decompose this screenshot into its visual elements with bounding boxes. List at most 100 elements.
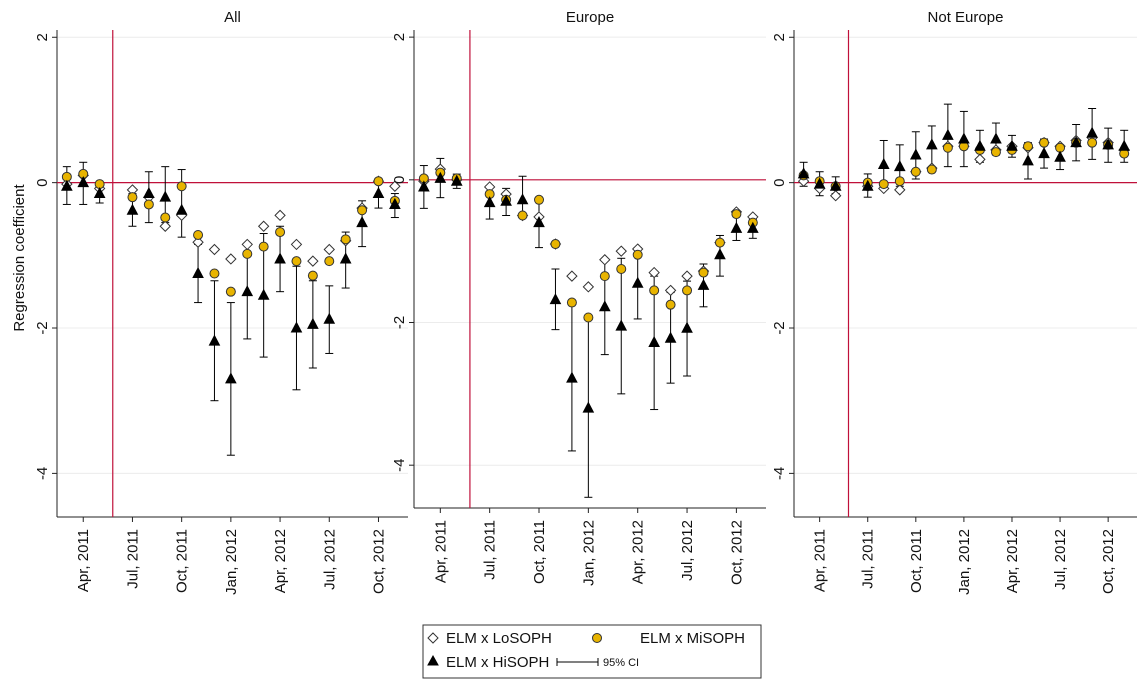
marker-hi	[877, 157, 890, 169]
marker-mi	[1087, 137, 1098, 148]
legend: ELM x LoSOPH ELM x MiSOPH ELM x HiSOPH 9…	[422, 624, 762, 679]
marker-hi	[61, 179, 73, 191]
marker-mi	[275, 227, 286, 238]
marker-lo	[290, 238, 303, 251]
marker-lo	[582, 281, 595, 293]
legend-item-ci: 95% CI	[556, 657, 639, 669]
marker-mi	[307, 270, 318, 281]
marker-lo	[894, 184, 906, 196]
marker-mi	[1039, 137, 1050, 148]
marker-hi	[290, 321, 303, 333]
marker-mi	[583, 312, 594, 323]
y-tick-label: 0	[391, 176, 408, 184]
marker-mi	[517, 210, 528, 221]
marker-mi	[665, 299, 676, 310]
marker-mi	[926, 164, 937, 175]
x-tick-label: Oct, 2011	[531, 520, 548, 584]
marker-hi	[1086, 126, 1098, 138]
marker-hi	[598, 300, 611, 312]
x-tick-label: Jan, 2012	[956, 529, 973, 595]
marker-hi	[582, 401, 595, 413]
marker-mi	[698, 267, 709, 278]
marker-hi	[730, 221, 743, 233]
marker-hi	[1118, 139, 1131, 151]
marker-mi	[599, 271, 610, 282]
marker-hi	[1070, 136, 1082, 148]
marker-hi	[1006, 139, 1018, 151]
y-tick-label: -2	[34, 321, 51, 334]
marker-hi	[1038, 146, 1050, 159]
x-tick-label: Jul, 2012	[679, 520, 696, 581]
y-tick-label: -4	[391, 459, 408, 472]
marker-hi	[909, 148, 922, 160]
marker-hi	[631, 276, 644, 288]
marker-hi	[372, 186, 385, 199]
y-tick-label: 2	[771, 33, 788, 41]
marker-hi	[681, 321, 693, 333]
marker-hi	[566, 371, 578, 383]
marker-hi	[533, 216, 545, 228]
marker-hi	[516, 193, 529, 205]
x-tick-label: Jan, 2012	[223, 529, 240, 595]
marker-hi	[942, 128, 954, 140]
legend-item-mi: ELM x MiSOPH	[592, 630, 745, 647]
marker-mi	[291, 256, 302, 267]
marker-hi	[323, 312, 336, 324]
y-tick-label: -4	[34, 467, 51, 480]
marker-lo	[615, 245, 627, 257]
marker-hi	[225, 372, 237, 384]
marker-mi	[632, 249, 643, 260]
legend-hi-triangle-icon	[427, 654, 439, 666]
x-tick-label: Apr, 2011	[75, 529, 92, 592]
marker-mi	[258, 241, 269, 252]
marker-lo	[159, 220, 171, 232]
marker-hi	[861, 179, 874, 191]
marker-mi	[373, 176, 384, 187]
marker-lo	[257, 220, 270, 232]
x-tick-label: Jul, 2011	[124, 529, 141, 589]
marker-hi	[339, 252, 352, 264]
marker-lo	[192, 236, 204, 248]
marker-hi	[664, 331, 677, 343]
marker-mi	[550, 239, 561, 250]
marker-hi	[747, 221, 759, 233]
marker-hi	[192, 266, 204, 278]
x-tick-label: Apr, 2011	[812, 529, 829, 592]
y-axis-title: Regression coefficient	[11, 184, 28, 332]
marker-hi	[356, 216, 368, 228]
marker-mi	[942, 142, 953, 153]
marker-hi	[714, 248, 726, 260]
marker-lo	[274, 209, 286, 222]
panels: All 2 0 -2 -4 Apr, 2011 Jul, 2011 Oct, 2011 Jan,…	[34, 9, 1137, 595]
marker-mi	[682, 285, 693, 296]
marker-hi	[143, 186, 155, 199]
marker-hi	[797, 167, 810, 179]
marker-hi	[1102, 138, 1114, 150]
y-tick-label: 2	[391, 33, 408, 41]
marker-hi	[1022, 154, 1034, 166]
marker-mi	[894, 176, 905, 187]
panel-title: All	[224, 9, 241, 26]
legend-hi-label: ELM x HiSOPH	[446, 654, 549, 671]
marker-mi	[649, 285, 660, 296]
legend-lo-label: ELM x LoSOPH	[446, 630, 552, 647]
marker-lo	[681, 270, 693, 282]
marker-hi	[93, 186, 106, 199]
y-tick-label: -2	[391, 316, 408, 329]
x-tick-label: Jul, 2012	[321, 529, 338, 590]
legend-item-lo: ELM x LoSOPH	[427, 630, 552, 647]
marker-hi	[500, 194, 512, 206]
x-tick-label: Jul, 2011	[482, 520, 499, 580]
marker-hi	[241, 285, 254, 297]
marker-hi	[648, 335, 660, 347]
marker-lo	[648, 266, 660, 279]
x-tick-label: Apr, 2012	[272, 529, 289, 593]
legend-mi-label: ELM x MiSOPH	[640, 630, 745, 647]
marker-hi	[974, 139, 986, 151]
marker-hi	[829, 179, 842, 191]
marker-mi	[990, 147, 1001, 158]
x-tick-label: Oct, 2012	[728, 520, 745, 585]
panel-europe: Europe 2 0 -2 -4 Apr, 2011 Jul, 2011 Oct, 2011 J…	[391, 9, 766, 586]
marker-lo	[208, 243, 221, 256]
